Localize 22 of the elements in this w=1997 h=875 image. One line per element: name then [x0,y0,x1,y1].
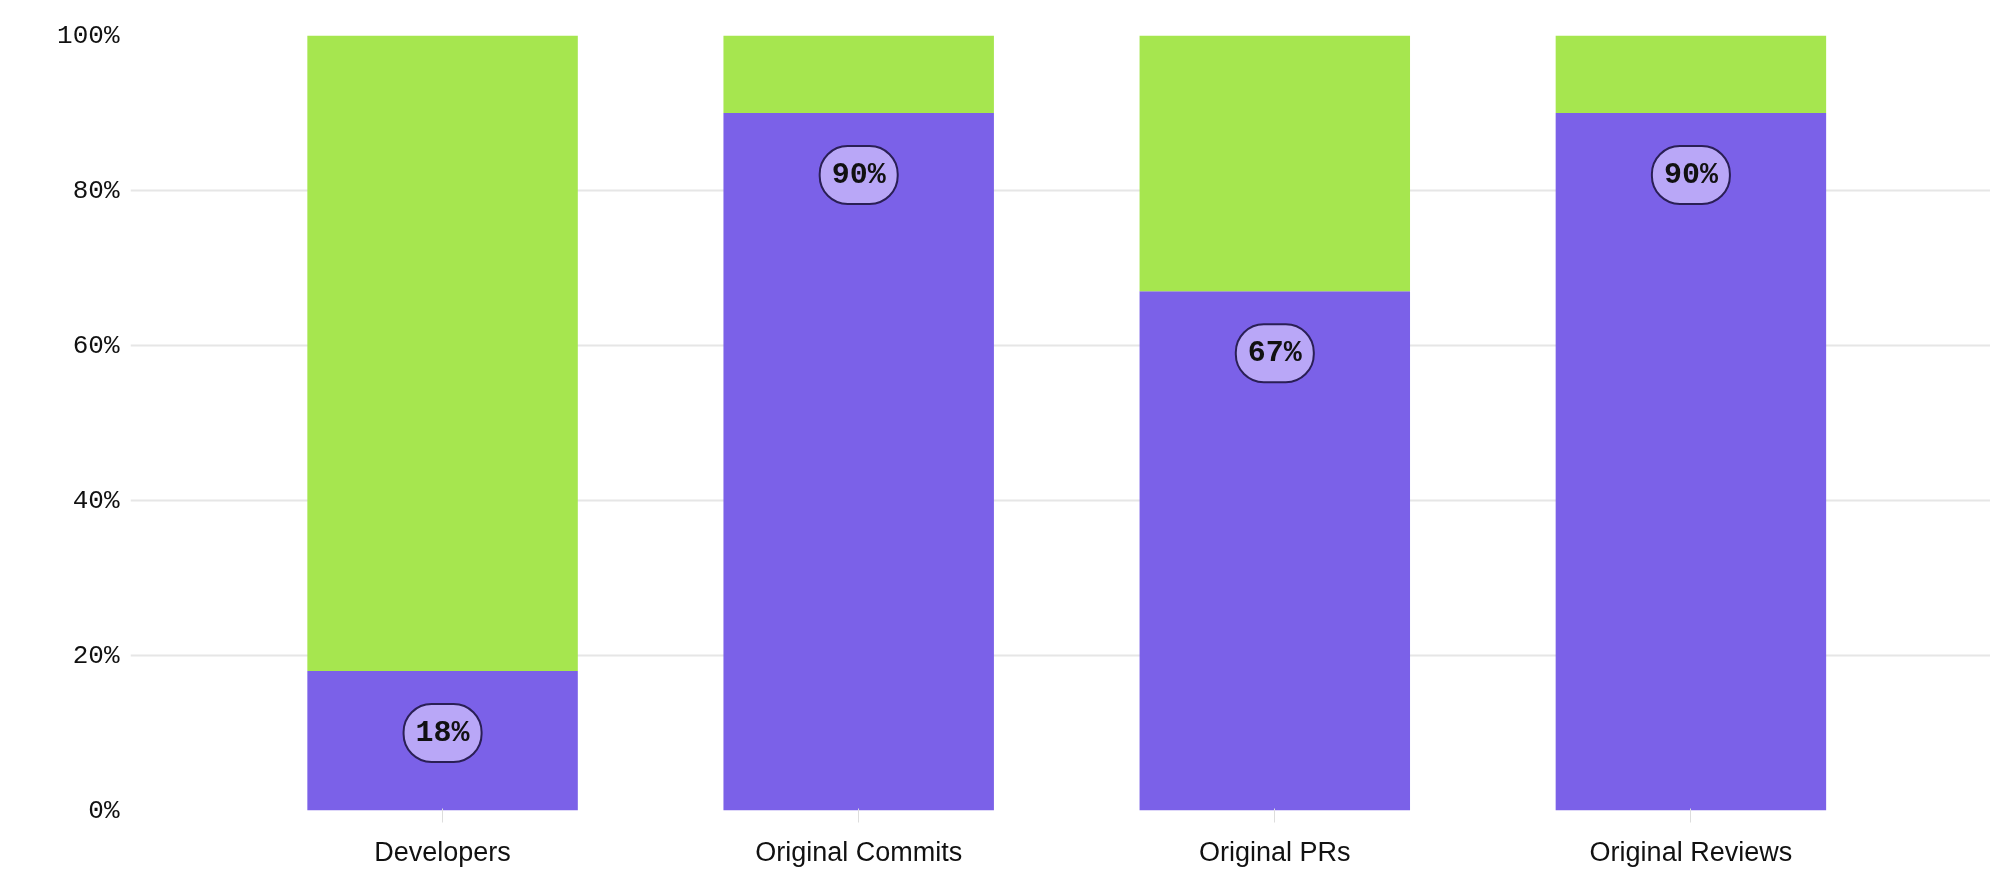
data-label: 67% [1247,336,1303,371]
bar [1139,291,1411,811]
y-tick-label: 100% [57,20,120,51]
y-tick-label: 80% [72,175,120,206]
data-label: 90% [831,158,887,192]
data-label: 18% [415,716,471,750]
data-label: 90% [1663,158,1719,192]
bar [307,671,578,811]
bar [307,35,578,671]
y-tick-label: 40% [72,485,120,516]
bar [1555,35,1827,113]
x-tick-label: Original PRs [1199,836,1351,867]
y-tick-label: 0% [88,795,120,826]
y-tick-label: 20% [72,640,120,671]
x-tick-label: Original Commits [755,836,963,867]
bar [1139,35,1411,292]
bar [723,35,994,113]
x-tick-label: Original Reviews [1589,836,1793,867]
bar [723,113,994,811]
x-tick-label: Developers [374,836,511,867]
bar [1555,113,1827,811]
y-tick-label: 60% [72,330,120,361]
